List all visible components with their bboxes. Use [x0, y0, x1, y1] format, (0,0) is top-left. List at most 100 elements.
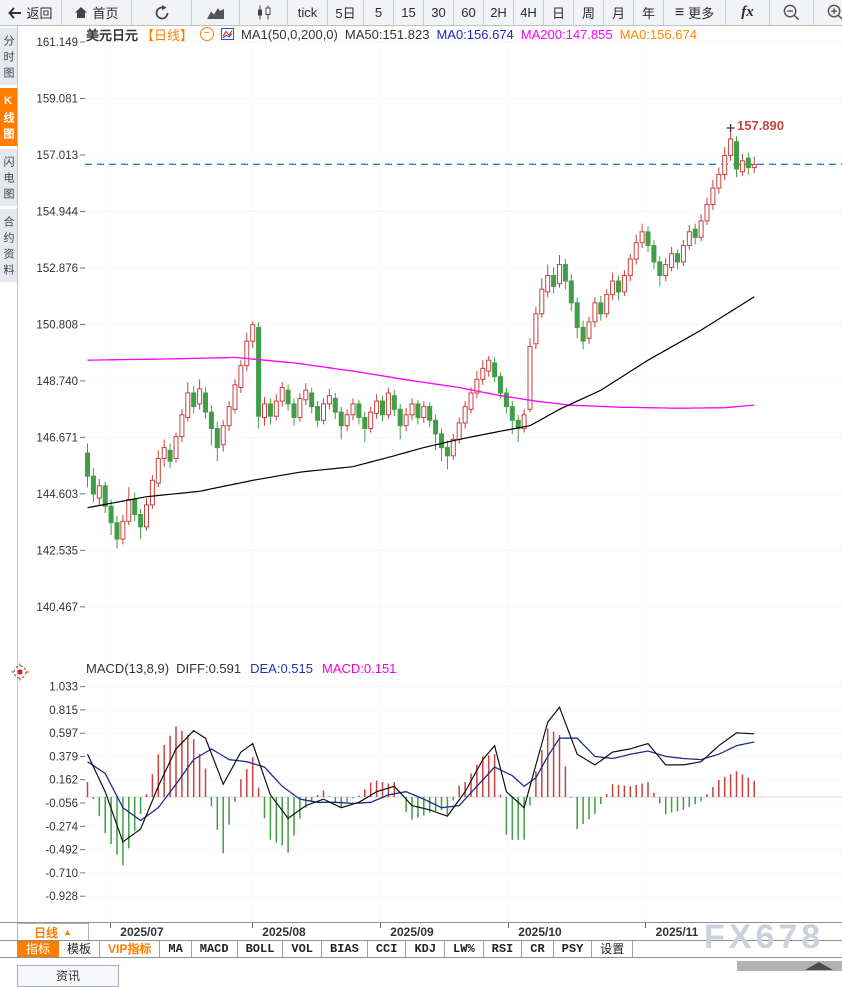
- tab-vol[interactable]: VOL: [283, 941, 323, 957]
- period-button-日[interactable]: 日: [544, 0, 574, 25]
- chart-type-sidebar: 分时图 K线图闪电图合约资料: [0, 26, 18, 922]
- month-tick: [380, 923, 381, 928]
- area-chart-type-button[interactable]: [192, 0, 240, 25]
- svg-text:148.740: 148.740: [36, 376, 78, 388]
- tab-settings[interactable]: 设置: [592, 941, 634, 957]
- period-button-2H[interactable]: 2H: [484, 0, 514, 25]
- candlestick-icon: [255, 5, 273, 20]
- svg-text:1.033: 1.033: [49, 682, 78, 694]
- tab-bias[interactable]: BIAS: [322, 941, 368, 957]
- zoom-in-icon: [826, 3, 842, 22]
- sidebar-item-time-share[interactable]: 分时图: [0, 28, 17, 85]
- svg-text:161.149: 161.149: [36, 37, 78, 49]
- x-axis-label: 2025/08: [262, 925, 306, 939]
- ma50-value: MA50:151.823: [344, 26, 430, 42]
- tab-lw[interactable]: LW%: [445, 941, 484, 957]
- tab-vip-indicator[interactable]: VIP指标: [100, 941, 161, 957]
- period-button-5[interactable]: 5: [364, 0, 394, 25]
- tab-macd[interactable]: MACD: [192, 941, 238, 957]
- period-button-年[interactable]: 年: [634, 0, 664, 25]
- home-icon: [74, 6, 88, 19]
- symbol-name: 美元日元: [86, 27, 139, 43]
- refresh-button[interactable]: [132, 0, 192, 25]
- main-chart-legend: 美元日元 【日线】 − MA1(50,0,200,0) MA50:151.823…: [86, 26, 697, 43]
- sidebar-item-kline[interactable]: K线图: [0, 88, 17, 146]
- x-axis-label: 2025/11: [655, 925, 699, 939]
- period-button-4H[interactable]: 4H: [514, 0, 544, 25]
- period-button-15[interactable]: 15: [394, 0, 424, 25]
- tab-kdj[interactable]: KDJ: [406, 941, 446, 957]
- macd-legend: MACD(13,8,9) DIFF:0.591 DEA:0.515 MACD:0…: [86, 660, 396, 676]
- dea-value: DEA:0.515: [250, 660, 313, 676]
- sidebar-item-lightning[interactable]: 闪电图: [0, 149, 17, 206]
- svg-text:-0.056: -0.056: [45, 798, 78, 810]
- zoom-out-icon: [782, 3, 801, 22]
- tab-psy[interactable]: PSY: [554, 941, 593, 957]
- period-button-周[interactable]: 周: [574, 0, 604, 25]
- menu-icon: ≡: [674, 3, 685, 21]
- ma-settings: MA1(50,0,200,0): [241, 26, 338, 42]
- indicator-tabs-row: 指标 模板 VIP指标 MA MACD BOLL VOL BIAS CCI KDJ LW% RSI CR…: [0, 940, 842, 958]
- svg-text:140.467: 140.467: [36, 602, 78, 614]
- svg-text:146.671: 146.671: [36, 432, 78, 444]
- tab-ma[interactable]: MA: [160, 941, 192, 957]
- time-axis-row: 日线 ▲ 2025/07 2025/08 2025/09 2025/10 2025/11: [0, 922, 842, 941]
- period-button-60[interactable]: 60: [454, 0, 484, 25]
- tab-rsi[interactable]: RSI: [484, 941, 523, 957]
- ma-mini-chart-icon: [221, 28, 235, 40]
- more-label: 更多: [688, 6, 715, 21]
- caret-up-icon: ▲: [63, 927, 72, 937]
- period-button-5日[interactable]: 5日: [328, 0, 364, 25]
- refresh-icon: [154, 4, 170, 21]
- indicator-formula-button[interactable]: fx: [726, 0, 770, 25]
- home-label: 首页: [92, 6, 119, 21]
- ma200-value: MA200:147.855: [520, 26, 613, 42]
- indicator-sun-icon[interactable]: [11, 663, 29, 686]
- fx-icon: fx: [741, 4, 754, 20]
- month-tick: [645, 923, 646, 928]
- tab-indicator[interactable]: 指标: [17, 941, 60, 957]
- svg-text:-0.274: -0.274: [45, 821, 78, 833]
- x-axis-label: 2025/10: [518, 925, 562, 939]
- scroll-up-arrow-icon: [805, 962, 833, 970]
- back-label: 返回: [26, 6, 53, 21]
- zoom-in-button[interactable]: [814, 0, 842, 25]
- period-selector-dropdown[interactable]: 日线 ▲: [17, 923, 89, 941]
- period-button-月[interactable]: 月: [604, 0, 634, 25]
- tab-template[interactable]: 模板: [59, 941, 101, 957]
- more-button[interactable]: ≡ 更多: [664, 0, 726, 25]
- period-selector-label: 日线: [34, 925, 59, 940]
- bottom-strip: 资讯: [0, 959, 842, 987]
- svg-text:-0.492: -0.492: [45, 845, 78, 857]
- svg-text:0.597: 0.597: [49, 728, 78, 740]
- home-button[interactable]: 首页: [62, 0, 132, 25]
- ma0-blue-value: MA0:156.674: [436, 26, 514, 42]
- tab-cci[interactable]: CCI: [368, 941, 407, 957]
- back-arrow-icon: [8, 6, 22, 19]
- svg-text:144.603: 144.603: [36, 489, 78, 501]
- horizontal-scrollbar[interactable]: [737, 961, 842, 971]
- high-price-label: 157.890: [737, 118, 784, 133]
- back-button[interactable]: 返回: [0, 0, 62, 25]
- tab-boll[interactable]: BOLL: [238, 941, 284, 957]
- collapse-legend-icon[interactable]: −: [200, 27, 215, 41]
- svg-text:154.944: 154.944: [36, 207, 78, 219]
- month-tick: [252, 923, 253, 928]
- zoom-out-button[interactable]: [770, 0, 814, 25]
- macd-value: MACD:0.151: [321, 660, 397, 676]
- svg-text:157.013: 157.013: [36, 150, 78, 162]
- x-axis-label: 2025/07: [120, 925, 164, 939]
- period-button-tick[interactable]: tick: [288, 0, 328, 25]
- svg-text:0.162: 0.162: [49, 775, 78, 787]
- period-button-30[interactable]: 30: [424, 0, 454, 25]
- sidebar-item-contract-info[interactable]: 合约资料: [0, 209, 17, 282]
- candlestick-chart-type-button[interactable]: [240, 0, 288, 25]
- diff-value: DIFF:0.591: [176, 660, 242, 676]
- news-tab[interactable]: 资讯: [17, 965, 119, 987]
- x-axis-label: 2025/09: [390, 925, 434, 939]
- svg-text:0.379: 0.379: [49, 752, 78, 764]
- svg-text:-0.710: -0.710: [45, 868, 78, 880]
- area-chart-icon: [206, 6, 225, 20]
- tab-cr[interactable]: CR: [522, 941, 554, 957]
